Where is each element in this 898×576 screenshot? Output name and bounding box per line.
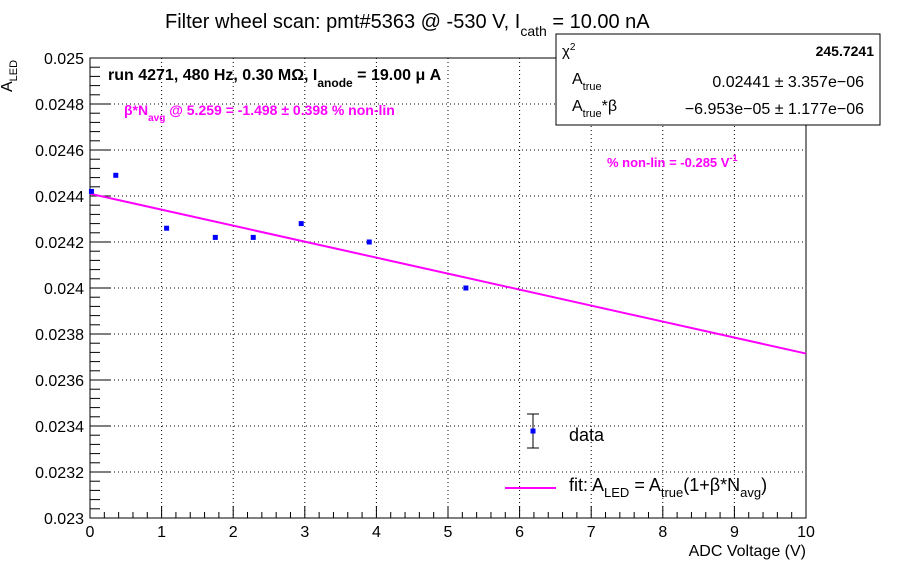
x-tick-label: 10: [797, 524, 815, 541]
y-tick-label: 0.025: [44, 51, 84, 68]
legend-data-marker: [527, 413, 539, 449]
y-tick-label: 0.0236: [35, 373, 84, 390]
y-tick-label: 0.024: [44, 281, 84, 298]
data-point: [113, 172, 119, 178]
y-tick-label: 0.0232: [35, 465, 84, 482]
atrue-value: 0.02441 ± 3.357e−06: [712, 74, 864, 91]
x-tick-label: 4: [372, 524, 381, 541]
chi2-label: χ2: [562, 42, 576, 60]
x-tick-labels: 0 1 2 3 4 5 6 7 8 9 10: [86, 524, 815, 541]
x-tick-label: 8: [658, 524, 667, 541]
nonlin-slope-annotation: % non-lin = -0.285 V-1: [607, 153, 737, 170]
data-point: [88, 188, 94, 194]
x-tick-label: 7: [587, 524, 596, 541]
beta-nonlin-annotation: β*Navg @ 5.259 = -1.498 ± 0.398 % non-li…: [124, 102, 395, 124]
data-point: [366, 239, 372, 245]
legend: data fit: ALED = Atrue(1+β*Navg): [505, 413, 767, 500]
fit-stats-box: χ2 245.7241 Atrue 0.02441 ± 3.357e−06 At…: [555, 33, 881, 126]
chi2-value: 245.7241: [816, 43, 875, 59]
y-tick-label: 0.023: [44, 511, 84, 528]
x-tick-label: 6: [515, 524, 524, 541]
run-annotation: run 4271, 480 Hz, 0.30 MΩ, Ianode = 19.0…: [108, 67, 442, 90]
x-tick-label: 2: [229, 524, 238, 541]
x-tick-label: 9: [730, 524, 739, 541]
data-points: [88, 172, 469, 291]
atrue-label: Atrue: [572, 71, 602, 93]
y-tick-label: 0.0248: [35, 97, 84, 114]
data-point: [250, 234, 256, 240]
axis-ticks: [89, 57, 807, 519]
atrue-beta-value: −6.953e−05 ± 1.177e−06: [685, 101, 864, 118]
x-tick-label: 1: [157, 524, 166, 541]
legend-fit-label: fit: ALED = Atrue(1+β*Navg): [569, 475, 767, 500]
y-tick-label: 0.0244: [35, 189, 84, 206]
y-axis-label: ALED: [0, 60, 20, 92]
y-tick-labels: 0.023 0.0232 0.0234 0.0236 0.0238 0.024 0.0242…: [35, 51, 84, 528]
data-point: [298, 221, 304, 227]
data-point: [164, 225, 170, 231]
legend-data-label: data: [569, 425, 605, 445]
x-tick-label: 0: [86, 524, 95, 541]
y-tick-label: 0.0242: [35, 235, 84, 252]
data-point: [463, 285, 469, 291]
chart-title: Filter wheel scan: pmt#5363 @ -530 V, Ic…: [165, 11, 650, 39]
x-tick-label: 3: [300, 524, 309, 541]
data-point: [212, 234, 218, 240]
y-tick-label: 0.0238: [35, 327, 84, 344]
x-tick-label: 5: [444, 524, 453, 541]
y-tick-label: 0.0246: [35, 143, 84, 160]
fit-line: [89, 192, 807, 355]
grid-lines: [90, 58, 806, 518]
y-tick-label: 0.0234: [35, 419, 84, 436]
x-axis-label: ADC Voltage (V): [689, 543, 806, 560]
atrue-beta-label: Atrue*β: [572, 98, 617, 120]
